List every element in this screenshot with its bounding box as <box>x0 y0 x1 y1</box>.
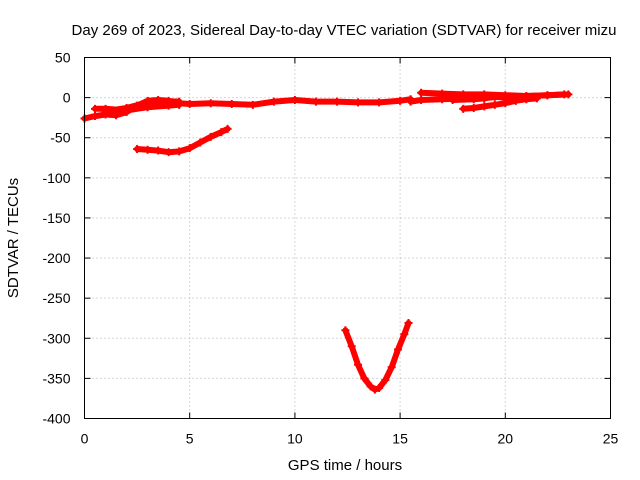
data-point <box>381 375 390 384</box>
data-point <box>501 93 510 102</box>
data-point <box>360 374 369 383</box>
data-point <box>396 96 405 105</box>
chart-title: Day 269 of 2023, Sidereal Day-to-day VTE… <box>72 22 617 39</box>
data-point <box>375 98 384 107</box>
data-point <box>366 382 375 391</box>
y-tick-label: -200 <box>42 250 70 266</box>
data-series <box>448 92 510 105</box>
x-tick-label: 0 <box>81 431 89 447</box>
data-point <box>122 104 131 113</box>
y-tick-label: -100 <box>42 170 70 186</box>
y-tick-label: 0 <box>63 90 71 106</box>
data-point <box>448 96 457 105</box>
data-point <box>248 100 257 109</box>
data-layer <box>80 88 573 394</box>
data-point <box>375 384 384 393</box>
data-point <box>469 104 478 113</box>
data-point <box>532 94 541 103</box>
data-point <box>175 147 184 156</box>
data-point <box>311 97 320 106</box>
x-tick-labels: 0 5 10 15 20 25 <box>81 431 619 447</box>
data-series <box>341 319 413 394</box>
data-point <box>196 138 205 147</box>
x-tick-label: 20 <box>498 431 514 447</box>
x-tick-label: 25 <box>603 431 619 447</box>
x-tick-label: 5 <box>186 431 194 447</box>
data-point <box>490 100 499 109</box>
data-point <box>269 97 278 106</box>
y-tick-labels: 50 0 -50 -100 -150 -200 -250 -300 -350 -400 <box>42 50 70 427</box>
data-point <box>206 99 215 108</box>
data-point <box>217 128 226 137</box>
data-point <box>164 148 173 157</box>
data-point <box>400 330 409 339</box>
data-point <box>154 96 163 105</box>
data-point <box>223 124 232 133</box>
plot-frame <box>84 57 611 419</box>
data-point <box>404 319 413 328</box>
grid <box>84 57 611 419</box>
data-point <box>154 146 163 155</box>
y-tick-label: -350 <box>42 370 70 386</box>
data-point <box>91 112 100 121</box>
data-point <box>417 88 426 97</box>
data-point <box>332 97 341 106</box>
data-point <box>438 89 447 98</box>
y-tick-label: -250 <box>42 290 70 306</box>
data-point <box>511 96 520 105</box>
data-point <box>354 360 363 369</box>
data-point <box>417 96 426 105</box>
data-point <box>290 96 299 105</box>
series-line <box>342 320 412 393</box>
data-point <box>347 342 356 351</box>
y-axis-title: SDTVAR / TECUs <box>5 178 22 298</box>
x-axis-title: GPS time / hours <box>288 457 402 474</box>
data-point <box>227 100 236 109</box>
data-point <box>101 107 110 116</box>
data-point <box>91 104 100 113</box>
ticks <box>84 57 611 419</box>
data-point <box>490 92 499 101</box>
data-series <box>133 124 232 157</box>
data-point <box>522 95 531 104</box>
data-point <box>480 102 489 111</box>
data-point <box>469 95 478 104</box>
y-tick-label: -50 <box>50 130 70 146</box>
y-tick-label: 50 <box>55 50 71 66</box>
data-point <box>564 90 573 99</box>
y-tick-label: -150 <box>42 210 70 226</box>
data-point <box>133 144 142 153</box>
data-point <box>387 363 396 372</box>
data-point <box>185 144 194 153</box>
data-point <box>370 385 379 394</box>
y-tick-label: -400 <box>42 411 70 427</box>
data-point <box>543 91 552 100</box>
y-tick-label: -300 <box>42 330 70 346</box>
data-point <box>393 345 402 354</box>
data-point <box>185 100 194 109</box>
data-point <box>143 98 152 107</box>
data-point <box>175 97 184 106</box>
x-tick-label: 10 <box>287 431 303 447</box>
data-point <box>480 94 489 103</box>
data-point <box>406 97 415 106</box>
series-line <box>134 125 231 156</box>
data-point <box>459 104 468 113</box>
data-point <box>341 326 350 335</box>
data-point <box>206 132 215 141</box>
x-tick-label: 15 <box>392 431 408 447</box>
series-line <box>81 96 414 122</box>
data-series <box>101 96 184 116</box>
data-point <box>354 98 363 107</box>
data-point <box>143 145 152 154</box>
